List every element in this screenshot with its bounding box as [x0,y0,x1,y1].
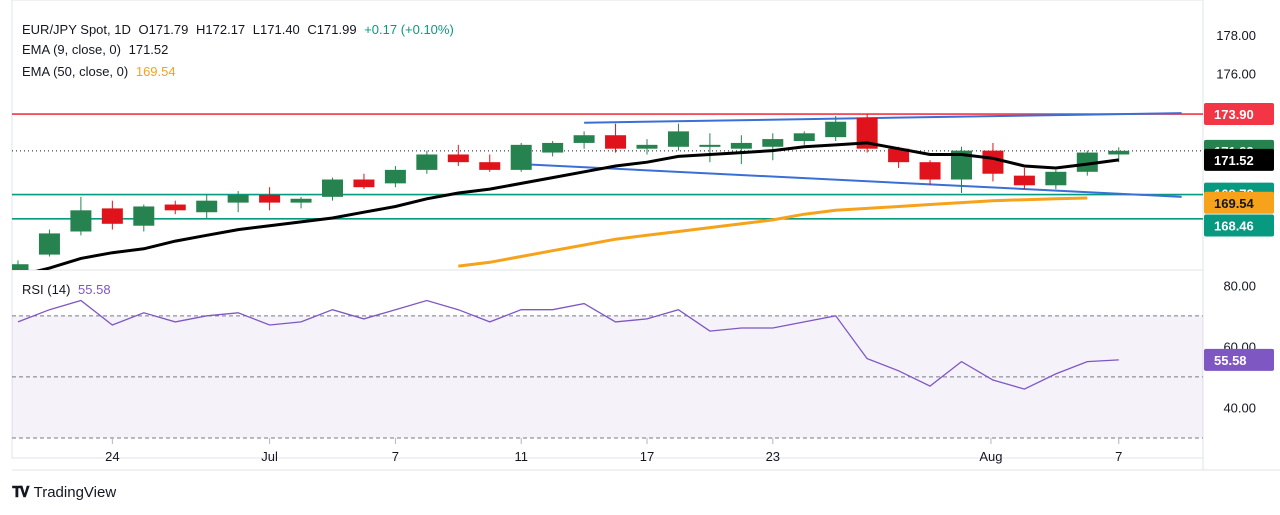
candle-body-26 [825,121,847,138]
candle-body-7 [227,194,249,203]
trendline-1 [521,163,1182,198]
candle-body-14 [447,154,469,163]
candle-body-29 [919,162,941,180]
candle-body-19 [605,135,627,149]
price-change: +0.17 (+0.10%) [364,22,454,37]
rsi-tick-label-0: 80.00 [1223,278,1256,293]
candle-body-13 [416,154,438,170]
candle-body-11 [353,179,375,188]
ema9-line [35,141,1119,270]
ohlc-open: O171.79 [138,22,189,37]
time-tick-label-7: 7 [1115,449,1122,464]
symbol-legend: EUR/JPY Spot, 1D O171.79 H172.17 L171.40… [22,22,458,37]
candle-body-24 [762,139,784,147]
ema50-legend: EMA (50, close, 0) 169.54 [22,64,180,79]
candle-body-9 [290,198,312,203]
time-tick-label-2: 7 [392,449,399,464]
candle-body-1 [38,233,60,255]
rsi-tick-label-2: 40.00 [1223,400,1256,415]
price-tick-label-0: 178.00 [1216,28,1256,43]
symbol-title: EUR/JPY Spot, 1D [22,22,131,37]
candle-body-17 [542,142,564,153]
ema9-badge-bg [1204,148,1274,171]
candle-body-27 [856,117,878,149]
brand-name: TradingView [33,484,117,501]
candle-body-4 [133,206,155,226]
ema50-value: 169.54 [135,64,176,79]
price-tick-label-1: 176.00 [1216,67,1256,82]
level-badge-2: 168.46 [1214,219,1254,234]
candle-body-8 [259,194,281,203]
tradingview-logo-icon: 𝐓𝐕 [12,484,30,501]
level-badge-0-bg [1204,103,1274,126]
time-tick-label-0: 24 [105,449,119,464]
rsi-badge: 55.58 [1214,353,1247,368]
ema9-value: 171.52 [128,42,169,57]
ohlc-low: L171.40 [252,22,300,37]
ema50-line [458,196,1088,268]
candle-body-6 [196,200,218,213]
candle-body-33 [1045,171,1067,186]
candle-body-12 [384,169,406,184]
rsi-value: 55.58 [78,282,111,297]
ema50-badge-bg [1204,191,1274,214]
ema50-badge: 169.54 [1214,196,1255,211]
time-tick-label-5: 23 [766,449,780,464]
candle-body-23 [730,142,752,149]
tradingview-brand[interactable]: 𝐓𝐕 TradingView [12,484,116,501]
ema9-label: EMA (9, close, 0) [22,42,121,57]
ohlc-high: H172.17 [196,22,246,37]
candle-body-32 [1013,175,1035,186]
candle-body-3 [101,208,123,224]
time-tick-label-4: 17 [640,449,654,464]
rsi-label: RSI (14) [22,282,71,297]
level-badge-2-bg [1204,214,1274,237]
candle-body-2 [70,210,92,232]
candle-body-15 [479,162,501,170]
rsi-legend: RSI (14) 55.58 [22,282,115,297]
ema50-label: EMA (50, close, 0) [22,64,129,79]
level-badge-0: 173.90 [1214,107,1254,122]
rsi-badge-bg [1204,348,1274,371]
candle-body-25 [793,133,815,141]
candle-body-10 [322,179,343,197]
candle-body-34 [1076,152,1098,172]
candle-body-28 [888,148,910,163]
trendline-0 [584,112,1182,124]
candle-body-21 [667,131,689,147]
time-tick-label-6: Aug [979,449,1002,464]
rsi-line [17,299,1119,390]
candle-body-31 [982,150,1004,174]
ohlc-close: C171.99 [307,22,357,37]
candle-body-35 [1108,150,1130,155]
candle-body-18 [573,135,595,143]
candle-body-0 [12,264,29,270]
candle-body-16 [510,144,532,170]
candle-body-20 [636,144,658,149]
ema9-legend: EMA (9, close, 0) 171.52 [22,42,172,57]
candle-body-22 [699,144,721,147]
time-tick-label-1: Jul [261,449,278,464]
time-tick-label-3: 11 [514,449,528,464]
candle-body-30 [951,150,972,180]
candle-body-5 [164,204,186,211]
ema9-badge: 171.52 [1214,153,1254,168]
